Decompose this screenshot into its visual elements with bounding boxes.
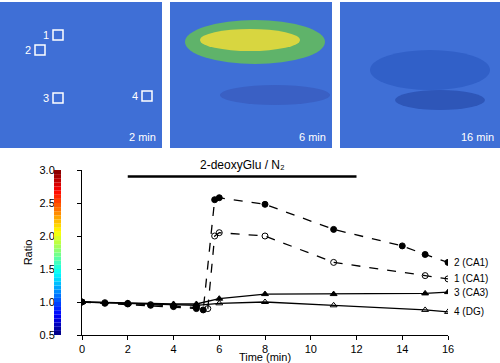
svg-text:2 (CA1): 2 (CA1)	[454, 257, 488, 268]
svg-text:2 min: 2 min	[129, 131, 156, 143]
svg-text:0: 0	[79, 343, 85, 355]
svg-text:4 (DG): 4 (DG)	[454, 306, 484, 317]
svg-text:1: 1	[43, 29, 49, 41]
svg-text:10: 10	[305, 343, 317, 355]
svg-text:6: 6	[216, 343, 222, 355]
svg-text:8: 8	[262, 343, 268, 355]
svg-text:4: 4	[132, 90, 138, 102]
svg-text:3 (CA3): 3 (CA3)	[454, 287, 488, 298]
svg-text:14: 14	[396, 343, 408, 355]
svg-text:1.5: 1.5	[40, 263, 55, 275]
svg-text:1 (CA1): 1 (CA1)	[454, 273, 488, 284]
svg-text:0.5: 0.5	[40, 329, 55, 341]
svg-text:4: 4	[170, 343, 176, 355]
svg-text:2: 2	[125, 343, 131, 355]
svg-text:2: 2	[25, 44, 31, 56]
svg-text:6 min: 6 min	[299, 131, 326, 143]
svg-text:2.5: 2.5	[40, 197, 55, 209]
svg-text:3.0: 3.0	[40, 164, 55, 176]
svg-text:16 min: 16 min	[461, 131, 494, 143]
svg-text:16: 16	[442, 343, 454, 355]
svg-text:2.0: 2.0	[40, 230, 55, 242]
svg-text:12: 12	[350, 343, 362, 355]
svg-text:2-deoxyGlu / N₂: 2-deoxyGlu / N₂	[200, 158, 285, 172]
svg-text:1.0: 1.0	[40, 296, 55, 308]
svg-text:3: 3	[43, 92, 49, 104]
svg-text:Time (min): Time (min)	[239, 351, 291, 363]
svg-text:Ratio: Ratio	[22, 240, 34, 266]
